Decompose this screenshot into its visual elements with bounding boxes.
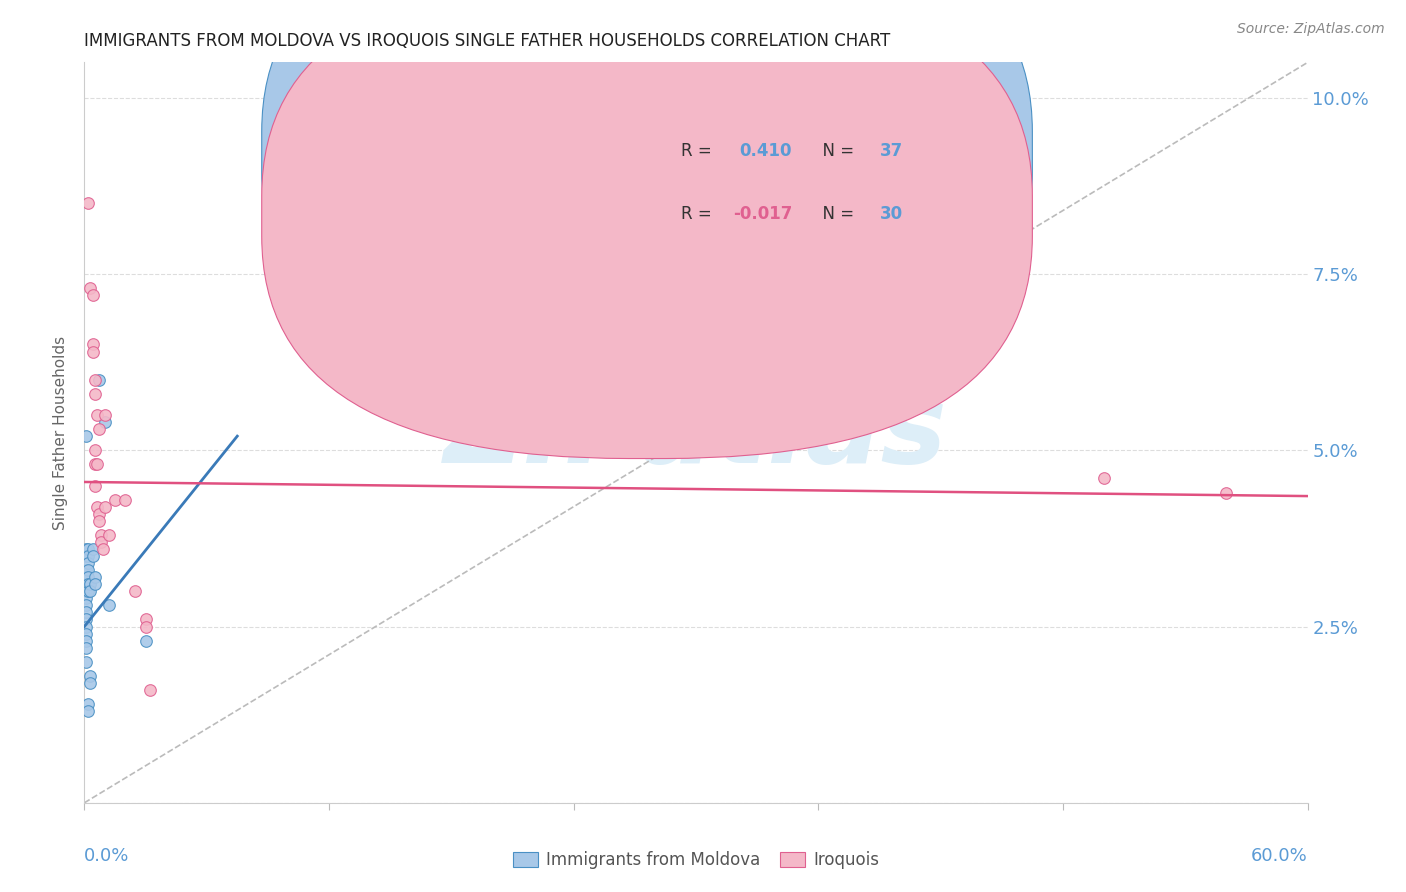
Point bbox=[75, 577, 97, 591]
Point bbox=[77, 541, 100, 556]
Text: 60.0%: 60.0% bbox=[1251, 847, 1308, 865]
Point bbox=[77, 563, 100, 577]
Point bbox=[83, 478, 105, 492]
Point bbox=[75, 563, 97, 577]
Point bbox=[93, 415, 115, 429]
Point bbox=[87, 514, 110, 528]
Point bbox=[1092, 471, 1115, 485]
Point bbox=[77, 704, 100, 718]
Point bbox=[83, 577, 105, 591]
Point bbox=[75, 549, 97, 563]
FancyBboxPatch shape bbox=[262, 0, 1032, 394]
FancyBboxPatch shape bbox=[262, 0, 1032, 458]
Point bbox=[90, 535, 112, 549]
Point bbox=[82, 549, 104, 563]
Point bbox=[77, 556, 100, 570]
Point bbox=[135, 612, 157, 626]
Point bbox=[83, 458, 105, 472]
Point bbox=[135, 633, 157, 648]
FancyBboxPatch shape bbox=[598, 133, 1026, 262]
Text: ZIPatlas: ZIPatlas bbox=[444, 379, 948, 486]
Point bbox=[90, 528, 112, 542]
Point bbox=[87, 373, 110, 387]
Legend: Immigrants from Moldova, Iroquois: Immigrants from Moldova, Iroquois bbox=[506, 845, 886, 876]
Point bbox=[114, 492, 136, 507]
Point bbox=[82, 288, 104, 302]
Point bbox=[93, 500, 115, 514]
Text: N =: N = bbox=[813, 205, 859, 223]
Point bbox=[75, 591, 97, 606]
Point bbox=[82, 541, 104, 556]
Point bbox=[83, 387, 105, 401]
Point bbox=[75, 599, 97, 613]
Point bbox=[75, 541, 97, 556]
Point bbox=[83, 443, 105, 458]
Text: 30: 30 bbox=[880, 205, 903, 223]
Point bbox=[77, 577, 100, 591]
Point bbox=[93, 408, 115, 422]
Point bbox=[83, 373, 105, 387]
Text: Source: ZipAtlas.com: Source: ZipAtlas.com bbox=[1237, 22, 1385, 37]
Point bbox=[75, 633, 97, 648]
Point bbox=[77, 196, 100, 211]
Point bbox=[97, 599, 120, 613]
Text: N =: N = bbox=[813, 143, 859, 161]
Point bbox=[77, 584, 100, 599]
Point bbox=[87, 422, 110, 436]
Point bbox=[75, 619, 97, 633]
Point bbox=[79, 584, 101, 599]
Point bbox=[77, 697, 100, 711]
Point bbox=[91, 541, 114, 556]
Point bbox=[124, 584, 146, 599]
Point bbox=[75, 640, 97, 655]
Point bbox=[1215, 485, 1237, 500]
Y-axis label: Single Father Households: Single Father Households bbox=[53, 335, 69, 530]
Text: R =: R = bbox=[682, 143, 723, 161]
Point bbox=[75, 655, 97, 669]
Text: 0.410: 0.410 bbox=[738, 143, 792, 161]
Text: 0.0%: 0.0% bbox=[84, 847, 129, 865]
Text: IMMIGRANTS FROM MOLDOVA VS IROQUOIS SINGLE FATHER HOUSEHOLDS CORRELATION CHART: IMMIGRANTS FROM MOLDOVA VS IROQUOIS SING… bbox=[84, 32, 890, 50]
Point bbox=[79, 577, 101, 591]
Point bbox=[79, 281, 101, 295]
Point bbox=[75, 584, 97, 599]
Point bbox=[86, 408, 108, 422]
Point bbox=[79, 676, 101, 690]
Point bbox=[87, 507, 110, 521]
Point bbox=[77, 549, 100, 563]
Point bbox=[138, 683, 160, 698]
Text: -0.017: -0.017 bbox=[733, 205, 792, 223]
Text: 37: 37 bbox=[880, 143, 903, 161]
Point bbox=[104, 492, 127, 507]
Point bbox=[75, 612, 97, 626]
Point bbox=[75, 606, 97, 620]
Point bbox=[75, 626, 97, 640]
Point bbox=[82, 337, 104, 351]
Text: R =: R = bbox=[682, 205, 717, 223]
Point bbox=[75, 570, 97, 584]
Point bbox=[83, 570, 105, 584]
Point bbox=[79, 669, 101, 683]
Point bbox=[86, 500, 108, 514]
Point bbox=[135, 619, 157, 633]
Point bbox=[82, 344, 104, 359]
Point bbox=[75, 429, 97, 443]
Point bbox=[97, 528, 120, 542]
Point bbox=[86, 458, 108, 472]
Point bbox=[77, 570, 100, 584]
